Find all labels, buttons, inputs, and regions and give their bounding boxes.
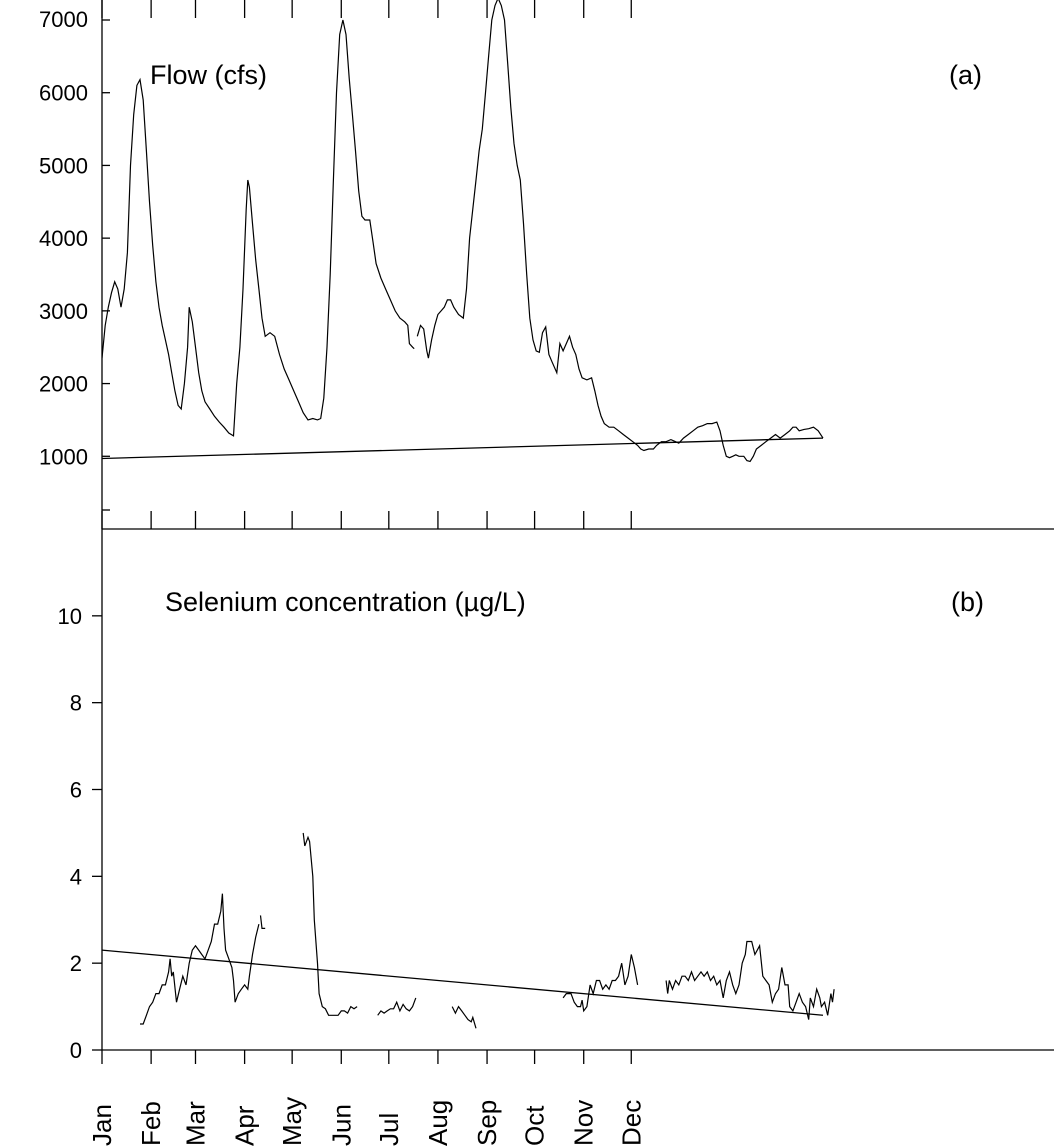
y-tick-label-a-1000: 1000 — [39, 444, 88, 469]
series-line-b-segment-4 — [451, 1005, 477, 1029]
y-tick-label-a-2000: 2000 — [39, 372, 88, 397]
panel-b-title: Selenium concentration (µg/L) — [165, 587, 526, 617]
series-line-a-segment-1 — [416, 0, 824, 463]
x-tick-label-sep: Sep — [472, 1100, 502, 1146]
y-tick-label-a-7000: 7000 — [39, 7, 88, 32]
y-tick-label-b-10: 10 — [58, 604, 82, 629]
x-tick-label-feb: Feb — [136, 1101, 166, 1146]
trend-line-a — [101, 437, 824, 460]
series-line-b-segment-2 — [302, 832, 358, 1016]
y-tick-label-a-4000: 4000 — [39, 226, 88, 251]
series-line-b-segment-5 — [562, 954, 639, 1013]
y-tick-label-b-2: 2 — [70, 951, 82, 976]
x-tick-label-jul: Jul — [374, 1113, 404, 1146]
y-tick-label-b-0: 0 — [70, 1038, 82, 1063]
panel-b-tag: (b) — [951, 587, 984, 617]
x-tick-label-jan: Jan — [87, 1104, 117, 1146]
x-tick-label-oct: Oct — [520, 1105, 550, 1146]
panel-a-tag: (a) — [949, 60, 982, 90]
series-line-b-segment-1 — [259, 915, 266, 930]
x-tick-label-nov: Nov — [569, 1100, 599, 1146]
y-tick-label-a-5000: 5000 — [39, 153, 88, 178]
x-tick-label-jun: Jun — [326, 1104, 356, 1146]
x-tick-label-apr: Apr — [230, 1105, 260, 1146]
y-tick-label-a-6000: 6000 — [39, 81, 88, 106]
y-tick-label-b-6: 6 — [70, 778, 82, 803]
series-line-b-segment-0 — [140, 893, 260, 1025]
panel-a-title: Flow (cfs) — [150, 60, 267, 90]
y-tick-label-b-8: 8 — [70, 691, 82, 716]
x-tick-label-may: May — [277, 1097, 307, 1146]
y-tick-label-a-3000: 3000 — [39, 299, 88, 324]
x-tick-label-mar: Mar — [180, 1101, 210, 1146]
series-line-b-segment-6 — [665, 940, 835, 1020]
y-tick-label-b-4: 4 — [70, 864, 82, 889]
x-tick-label-aug: Aug — [423, 1100, 453, 1146]
x-tick-label-dec: Dec — [616, 1100, 646, 1146]
series-line-b-segment-3 — [377, 997, 417, 1016]
series-line-a-segment-0 — [102, 19, 415, 437]
trend-line-b — [101, 949, 824, 1016]
